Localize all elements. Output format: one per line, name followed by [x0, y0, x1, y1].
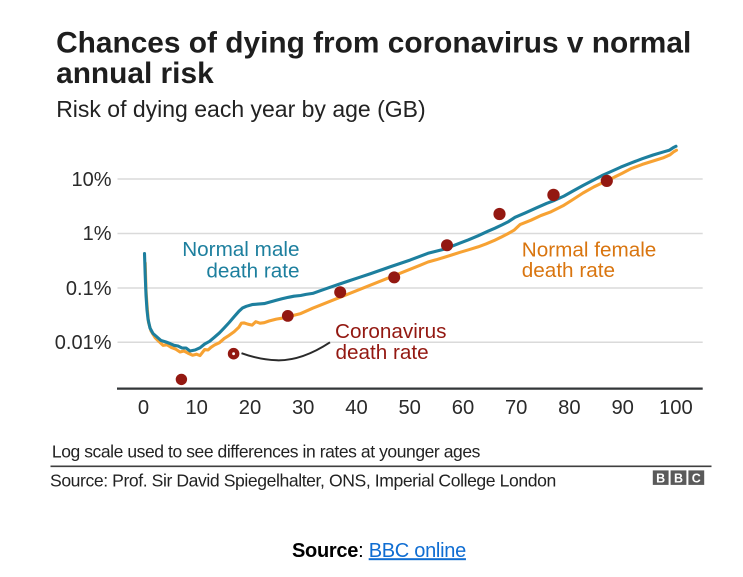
svg-text:50: 50 [398, 397, 420, 419]
svg-text:Risk of dying each year by age: Risk of dying each year by age (GB) [56, 96, 425, 122]
svg-text:Normal female: Normal female [522, 239, 657, 262]
svg-text:death rate: death rate [206, 260, 299, 283]
svg-text:0: 0 [138, 397, 149, 419]
svg-text:0.01%: 0.01% [55, 332, 112, 354]
svg-text:80: 80 [558, 397, 580, 419]
svg-text:100: 100 [659, 397, 693, 419]
svg-text:30: 30 [292, 397, 314, 419]
svg-text:B: B [674, 471, 683, 485]
svg-text:B: B [656, 471, 665, 485]
svg-text:death rate: death rate [336, 341, 429, 364]
svg-text:20: 20 [239, 397, 261, 419]
svg-text:Chances of dying from coronavi: Chances of dying from coronavirus v norm… [56, 27, 691, 60]
svg-text:90: 90 [611, 397, 633, 419]
svg-text:0.1%: 0.1% [66, 278, 112, 300]
svg-text:60: 60 [452, 397, 474, 419]
svg-text:70: 70 [505, 397, 527, 419]
svg-text:Source: BBC online: Source: BBC online [292, 540, 466, 562]
svg-text:40: 40 [345, 397, 367, 419]
svg-text:10: 10 [185, 397, 207, 419]
svg-text:death rate: death rate [522, 259, 615, 282]
svg-text:Normal male: Normal male [182, 238, 299, 261]
svg-text:Log scale used to see differen: Log scale used to see differences in rat… [52, 442, 481, 462]
svg-text:annual risk: annual risk [56, 57, 214, 90]
svg-text:10%: 10% [71, 169, 111, 191]
svg-text:Source: Prof. Sir David Spiege: Source: Prof. Sir David Spiegelhalter, O… [50, 470, 556, 490]
svg-text:1%: 1% [83, 223, 112, 245]
svg-text:Coronavirus: Coronavirus [335, 320, 447, 343]
svg-text:C: C [692, 471, 701, 485]
